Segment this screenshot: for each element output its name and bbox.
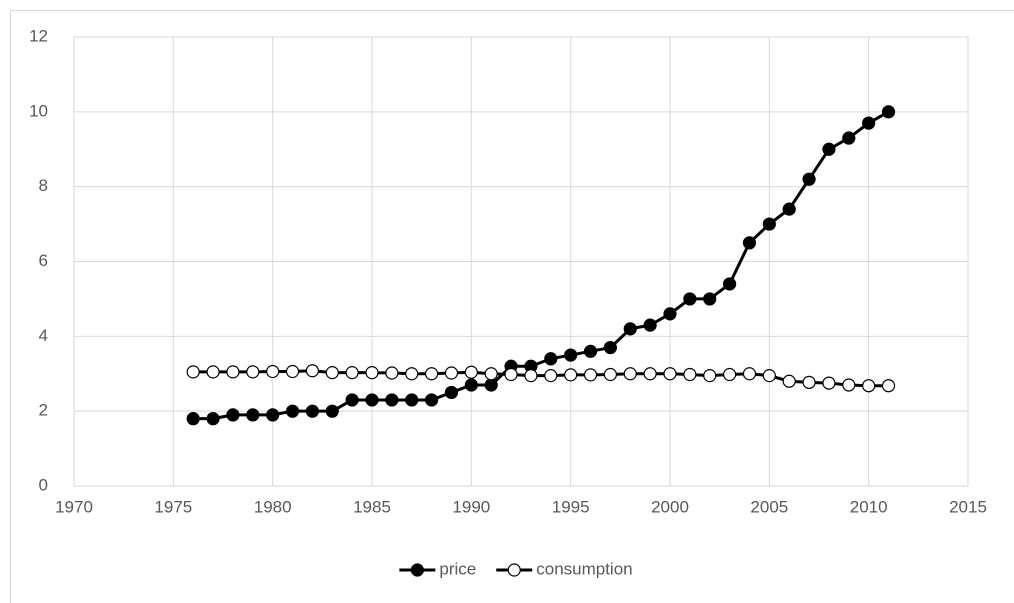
legend-label: consumption xyxy=(536,559,632,578)
data-point xyxy=(683,367,697,382)
data-point xyxy=(425,393,439,407)
data-point xyxy=(822,142,836,156)
y-tick-label: 12 xyxy=(29,26,48,45)
data-point xyxy=(345,366,359,380)
data-point xyxy=(782,374,796,388)
data-point xyxy=(802,172,816,186)
data-point xyxy=(782,202,796,216)
data-point xyxy=(186,365,200,379)
legend-label: price xyxy=(439,559,476,578)
data-point xyxy=(683,292,697,306)
data-point xyxy=(663,307,677,321)
data-point xyxy=(881,379,896,393)
data-point xyxy=(544,369,558,383)
x-tick-label: 2010 xyxy=(850,497,888,516)
data-point xyxy=(762,217,776,231)
y-tick-label: 4 xyxy=(39,326,48,345)
x-tick-label: 1995 xyxy=(552,497,590,516)
data-point xyxy=(246,408,260,422)
data-point xyxy=(862,116,876,130)
y-tick-label: 8 xyxy=(39,176,48,195)
data-point xyxy=(325,404,339,418)
data-point xyxy=(703,369,717,383)
data-point xyxy=(385,393,399,407)
legend-marker xyxy=(507,563,521,577)
data-point xyxy=(842,131,856,145)
data-point xyxy=(226,365,240,379)
x-tick-label: 2015 xyxy=(949,497,987,516)
data-point xyxy=(722,277,737,291)
data-point xyxy=(266,364,280,379)
data-point xyxy=(484,367,498,381)
x-tick-label: 1980 xyxy=(254,497,292,516)
x-tick-label: 1990 xyxy=(452,497,490,516)
data-point xyxy=(802,375,816,389)
data-point xyxy=(206,365,220,379)
data-point xyxy=(603,367,618,382)
data-point xyxy=(742,367,757,381)
data-point xyxy=(405,393,419,407)
data-point xyxy=(603,340,618,355)
data-point xyxy=(425,367,439,381)
data-point xyxy=(186,412,200,426)
data-point xyxy=(722,367,737,382)
data-point xyxy=(842,378,856,392)
data-point xyxy=(524,369,538,383)
data-point xyxy=(305,364,319,378)
data-point xyxy=(623,367,637,381)
data-point xyxy=(226,408,240,422)
data-point xyxy=(822,376,836,390)
data-point xyxy=(464,365,478,379)
y-tick-label: 10 xyxy=(29,101,48,120)
data-point xyxy=(305,404,319,418)
data-point xyxy=(246,365,260,379)
data-point xyxy=(444,366,459,380)
data-point xyxy=(444,385,459,400)
data-point xyxy=(623,322,637,336)
y-tick-label: 2 xyxy=(39,401,48,420)
y-tick-label: 0 xyxy=(39,475,48,494)
data-point xyxy=(325,366,339,380)
data-point xyxy=(703,292,717,306)
data-point xyxy=(862,379,876,393)
y-tick-label: 6 xyxy=(39,251,48,270)
data-point xyxy=(266,408,280,422)
data-point xyxy=(762,369,776,383)
data-point xyxy=(583,344,598,358)
data-point xyxy=(583,368,598,382)
x-tick-label: 1985 xyxy=(353,497,391,516)
data-point xyxy=(643,318,657,332)
legend: price consumption xyxy=(399,559,633,578)
data-point xyxy=(504,367,518,382)
chart-border xyxy=(10,10,1014,603)
data-point xyxy=(285,404,300,418)
data-point xyxy=(484,378,498,392)
data-point xyxy=(405,367,419,381)
x-tick-label: 2005 xyxy=(750,497,788,516)
data-point xyxy=(285,364,300,379)
data-point xyxy=(881,105,896,119)
data-point xyxy=(643,367,657,381)
x-tick-label: 1970 xyxy=(55,497,93,516)
data-point xyxy=(365,366,379,380)
x-tick-label: 2000 xyxy=(651,497,689,516)
x-tick-label: 1975 xyxy=(154,497,192,516)
legend-marker xyxy=(410,563,424,577)
data-point xyxy=(464,378,478,392)
data-point xyxy=(206,412,220,426)
data-point xyxy=(345,393,359,407)
data-point xyxy=(742,236,757,250)
data-point xyxy=(663,367,677,381)
data-point xyxy=(564,348,578,362)
data-point xyxy=(544,352,558,366)
data-point xyxy=(564,368,578,382)
data-point xyxy=(365,393,379,407)
data-point xyxy=(385,366,399,380)
